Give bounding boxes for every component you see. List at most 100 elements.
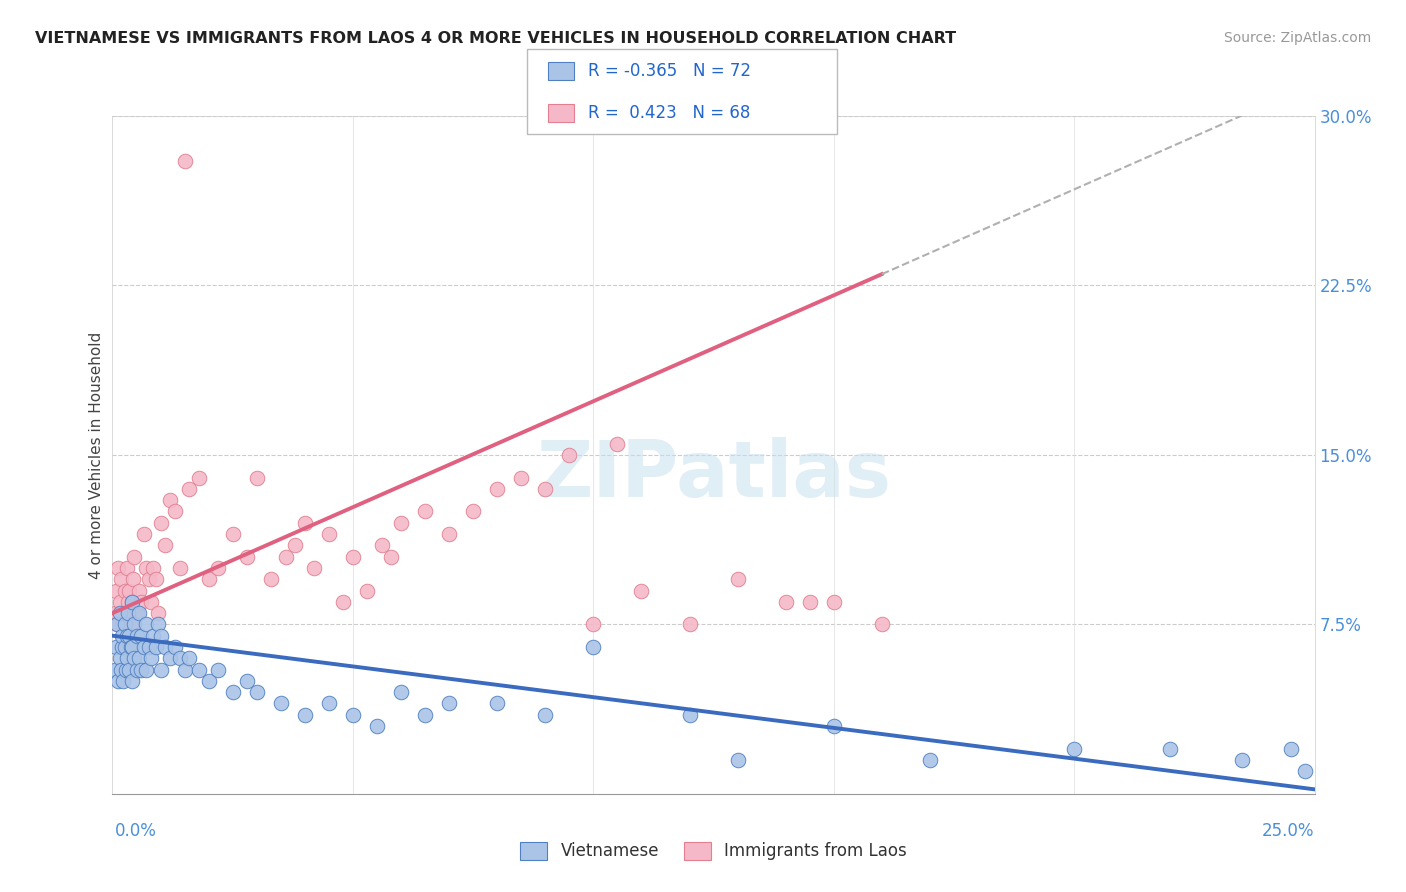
Point	[132, 527, 155, 541]
Point	[207, 663, 229, 677]
Point	[117, 595, 139, 609]
Point	[163, 640, 186, 654]
Point	[582, 617, 605, 632]
Point	[284, 538, 307, 552]
Y-axis label: 4 or more Vehicles in Household: 4 or more Vehicles in Household	[89, 331, 104, 579]
Point	[135, 663, 157, 677]
Point	[236, 549, 259, 564]
Point	[105, 640, 128, 654]
Text: VIETNAMESE VS IMMIGRANTS FROM LAOS 4 OR MORE VEHICLES IN HOUSEHOLD CORRELATION C: VIETNAMESE VS IMMIGRANTS FROM LAOS 4 OR …	[35, 31, 956, 46]
Point	[114, 583, 136, 598]
Text: 0.0%: 0.0%	[115, 822, 157, 840]
Point	[125, 629, 148, 643]
Point	[179, 482, 201, 496]
Point	[380, 549, 402, 564]
Point	[110, 663, 132, 677]
Point	[270, 697, 292, 711]
Point	[342, 549, 364, 564]
Point	[678, 617, 700, 632]
Text: 25.0%: 25.0%	[1263, 822, 1315, 840]
Legend: Vietnamese, Immigrants from Laos: Vietnamese, Immigrants from Laos	[513, 835, 914, 867]
Point	[118, 663, 141, 677]
Point	[389, 516, 412, 530]
Point	[775, 595, 797, 609]
Point	[105, 583, 128, 598]
Point	[558, 448, 581, 462]
Point	[510, 470, 533, 484]
Point	[139, 651, 162, 665]
Point	[1063, 741, 1085, 756]
Point	[188, 470, 211, 484]
Point	[727, 572, 749, 586]
Point	[169, 651, 191, 665]
Point	[128, 651, 150, 665]
Point	[115, 651, 138, 665]
Point	[131, 629, 153, 643]
Point	[121, 595, 143, 609]
Point	[173, 154, 195, 169]
Point	[111, 617, 134, 632]
Point	[112, 673, 135, 688]
Point	[142, 629, 165, 643]
Point	[222, 527, 245, 541]
Point	[318, 527, 340, 541]
Point	[413, 707, 436, 722]
Point	[823, 719, 845, 733]
Text: ZIPatlas: ZIPatlas	[536, 437, 891, 513]
Point	[107, 561, 129, 575]
Point	[207, 561, 229, 575]
Point	[107, 673, 129, 688]
Point	[222, 685, 245, 699]
Point	[1294, 764, 1316, 779]
Point	[197, 572, 219, 586]
Point	[678, 707, 700, 722]
Point	[163, 504, 186, 518]
Point	[121, 595, 143, 609]
Point	[135, 617, 157, 632]
Point	[117, 606, 139, 620]
Point	[366, 719, 388, 733]
Point	[118, 583, 141, 598]
Point	[145, 572, 167, 586]
Point	[371, 538, 394, 552]
Point	[149, 629, 172, 643]
Point	[115, 561, 138, 575]
Point	[274, 549, 297, 564]
Point	[1232, 753, 1254, 767]
Point	[173, 663, 195, 677]
Point	[342, 707, 364, 722]
Point	[236, 673, 259, 688]
Point	[145, 640, 167, 654]
Text: R = -0.365   N = 72: R = -0.365 N = 72	[588, 62, 751, 80]
Point	[121, 673, 143, 688]
Point	[120, 640, 142, 654]
Point	[138, 640, 160, 654]
Point	[104, 663, 127, 677]
Point	[125, 606, 148, 620]
Point	[534, 482, 557, 496]
Point	[131, 595, 153, 609]
Point	[356, 583, 378, 598]
Point	[582, 640, 605, 654]
Point	[125, 663, 148, 677]
Point	[188, 663, 211, 677]
Text: R =  0.423   N = 68: R = 0.423 N = 68	[588, 104, 749, 122]
Point	[108, 595, 131, 609]
Point	[413, 504, 436, 518]
Point	[727, 753, 749, 767]
Point	[159, 651, 181, 665]
Point	[111, 640, 134, 654]
Point	[630, 583, 652, 598]
Point	[318, 697, 340, 711]
Point	[104, 606, 127, 620]
Point	[128, 606, 150, 620]
Point	[389, 685, 412, 699]
Point	[110, 572, 132, 586]
Point	[197, 673, 219, 688]
Point	[108, 606, 131, 620]
Point	[486, 697, 509, 711]
Point	[870, 617, 893, 632]
Text: Source: ZipAtlas.com: Source: ZipAtlas.com	[1223, 31, 1371, 45]
Point	[437, 697, 460, 711]
Point	[118, 629, 141, 643]
